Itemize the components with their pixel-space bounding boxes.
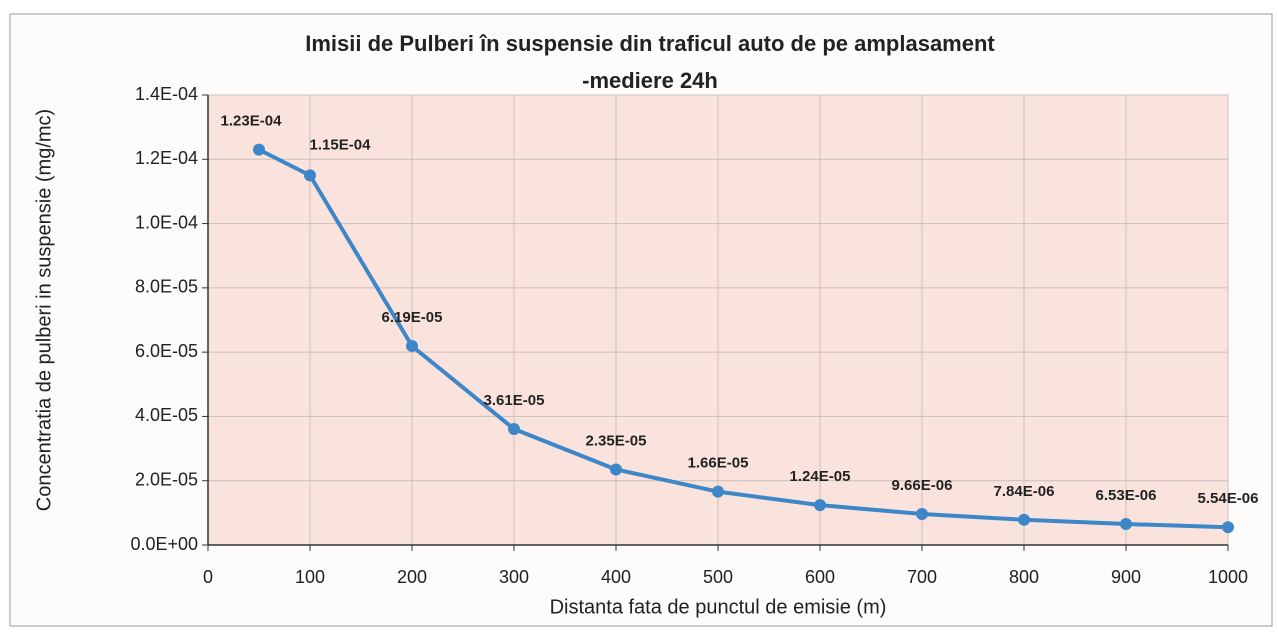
data-point xyxy=(508,422,520,435)
data-label: 6.53E-06 xyxy=(1096,487,1157,504)
data-label: 9.66E-06 xyxy=(892,477,953,494)
data-label: 5.54E-06 xyxy=(1198,490,1259,507)
y-tick-label: 1.2E-04 xyxy=(135,148,198,168)
data-point xyxy=(1018,513,1030,526)
y-tick-label: 0.0E+00 xyxy=(130,534,198,554)
data-label: 6.19E-05 xyxy=(382,309,443,326)
data-point xyxy=(253,143,265,156)
y-axis-label: Concentratia de pulberi in suspensie (mg… xyxy=(33,109,55,511)
x-tick-label: 400 xyxy=(601,567,631,587)
x-tick-label: 900 xyxy=(1111,567,1141,587)
data-label: 1.66E-05 xyxy=(688,455,749,472)
x-tick-label: 300 xyxy=(499,567,529,587)
data-point xyxy=(304,169,316,182)
data-point xyxy=(712,485,724,498)
x-tick-label: 200 xyxy=(397,567,427,587)
y-tick-label: 1.4E-04 xyxy=(135,84,198,104)
y-tick-label: 8.0E-05 xyxy=(135,277,198,297)
data-label: 3.61E-05 xyxy=(484,392,545,409)
data-label: 1.23E-04 xyxy=(221,113,283,130)
x-tick-label: 0 xyxy=(203,567,213,587)
x-tick-label: 600 xyxy=(805,567,835,587)
data-point xyxy=(610,463,622,476)
y-tick-label: 2.0E-05 xyxy=(135,469,198,489)
x-tick-label: 1000 xyxy=(1208,567,1248,587)
x-tick-label: 700 xyxy=(907,567,937,587)
data-point xyxy=(1222,521,1234,534)
data-point xyxy=(916,507,928,520)
chart-title: -mediere 24h xyxy=(582,68,718,93)
y-tick-label: 1.0E-04 xyxy=(135,212,198,232)
y-tick-label: 6.0E-05 xyxy=(135,341,198,361)
data-point xyxy=(1120,518,1132,531)
y-tick-label: 4.0E-05 xyxy=(135,405,198,425)
x-tick-label: 800 xyxy=(1009,567,1039,587)
data-point xyxy=(814,499,826,512)
data-label: 1.24E-05 xyxy=(790,468,851,485)
x-axis-label: Distanta fata de punctul de emisie (m) xyxy=(550,596,887,618)
data-point xyxy=(406,340,418,353)
chart-title: Imisii de Pulberi în suspensie din trafi… xyxy=(305,31,995,56)
data-label: 1.15E-04 xyxy=(310,136,372,153)
data-label: 7.84E-06 xyxy=(994,483,1055,500)
x-tick-label: 100 xyxy=(295,567,325,587)
x-tick-label: 500 xyxy=(703,567,733,587)
data-label: 2.35E-05 xyxy=(586,432,647,449)
